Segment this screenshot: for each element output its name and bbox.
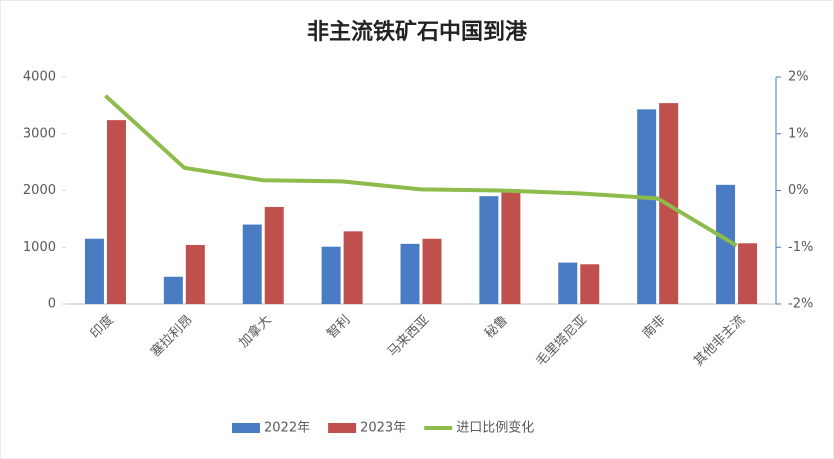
bar bbox=[580, 264, 600, 304]
bar bbox=[738, 243, 758, 304]
bar bbox=[321, 246, 341, 304]
legend-label: 2023年 bbox=[360, 421, 406, 436]
bar bbox=[558, 262, 578, 304]
bar bbox=[716, 184, 736, 304]
y-tick-label: 2000 bbox=[23, 183, 56, 198]
y2-tick-label: 1% bbox=[788, 126, 809, 141]
bar bbox=[422, 238, 442, 304]
bar bbox=[106, 120, 126, 304]
bar bbox=[185, 244, 205, 304]
bar bbox=[242, 224, 262, 304]
bar bbox=[637, 109, 657, 304]
y-tick-label: 4000 bbox=[23, 70, 56, 85]
y-tick-label: 3000 bbox=[23, 126, 56, 141]
y2-tick-label: 0% bbox=[788, 183, 809, 198]
bar bbox=[343, 231, 363, 304]
legend-swatch bbox=[232, 423, 260, 433]
y-tick-label: 1000 bbox=[23, 240, 56, 255]
legend-swatch bbox=[328, 423, 357, 433]
bar bbox=[163, 276, 183, 304]
chart-title: 非主流铁矿石中国到港 bbox=[307, 19, 528, 45]
y-tick-label: 0 bbox=[48, 297, 56, 312]
line bbox=[104, 94, 738, 248]
bar bbox=[84, 238, 104, 304]
y2-tick-label: 2% bbox=[788, 70, 809, 85]
y2-tick-label: -1% bbox=[788, 240, 813, 255]
bar bbox=[479, 196, 499, 304]
bar bbox=[501, 189, 521, 304]
legend-label: 2022年 bbox=[264, 421, 310, 436]
legend-label: 进口比例变化 bbox=[456, 420, 534, 436]
bar bbox=[264, 206, 284, 304]
y2-tick-label: -2% bbox=[788, 297, 813, 312]
bar bbox=[400, 243, 420, 304]
